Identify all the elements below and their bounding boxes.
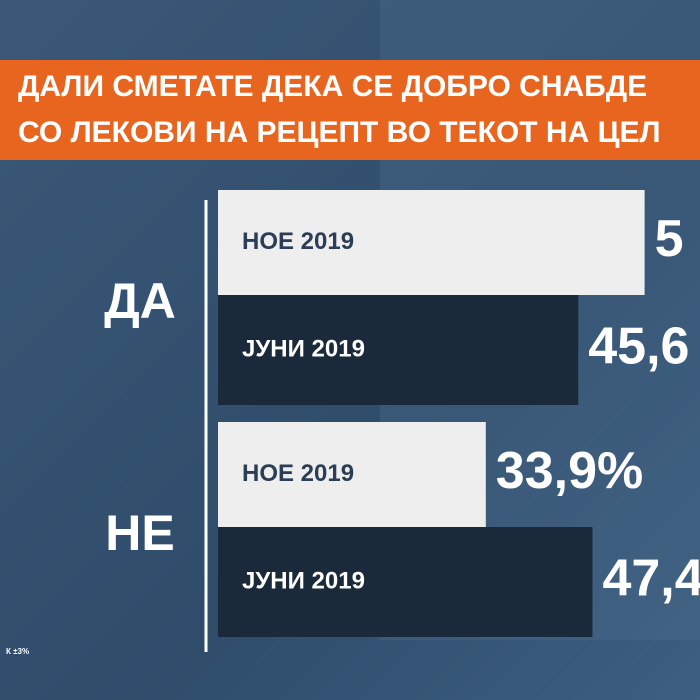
value-label: 5 (655, 210, 684, 268)
bar (218, 422, 486, 527)
group-label: НЕ (105, 505, 174, 561)
title-band (0, 60, 700, 160)
group-label: ДА (104, 273, 176, 329)
footnote: К ±3% (6, 647, 29, 656)
value-label: 47,4 (602, 550, 700, 608)
series-label: НОЕ 2019 (242, 460, 354, 487)
value-label: 45,6 (588, 318, 689, 376)
bar (218, 190, 645, 295)
series-label: ЈУНИ 2019 (242, 335, 365, 362)
series-label: НОЕ 2019 (242, 228, 354, 255)
bar (218, 527, 593, 637)
title-line: ДАЛИ СМЕТАТЕ ДЕКА СЕ ДОБРО СНАБДЕ (18, 70, 647, 103)
value-label: 33,9% (496, 442, 643, 500)
series-label: ЈУНИ 2019 (242, 567, 365, 594)
bar (218, 295, 579, 405)
title-line: СО ЛЕКОВИ НА РЕЦЕПТ ВО ТЕКОТ НА ЦЕЛ (18, 116, 661, 149)
